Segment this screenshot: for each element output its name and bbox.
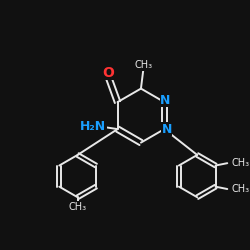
Text: N: N (160, 94, 171, 107)
Text: O: O (102, 66, 114, 80)
Text: CH₃: CH₃ (232, 184, 250, 194)
Text: CH₃: CH₃ (68, 202, 87, 212)
Text: N: N (162, 122, 172, 136)
Text: CH₃: CH₃ (134, 60, 152, 70)
Text: CH₃: CH₃ (232, 158, 250, 168)
Text: H₂N: H₂N (80, 120, 106, 133)
